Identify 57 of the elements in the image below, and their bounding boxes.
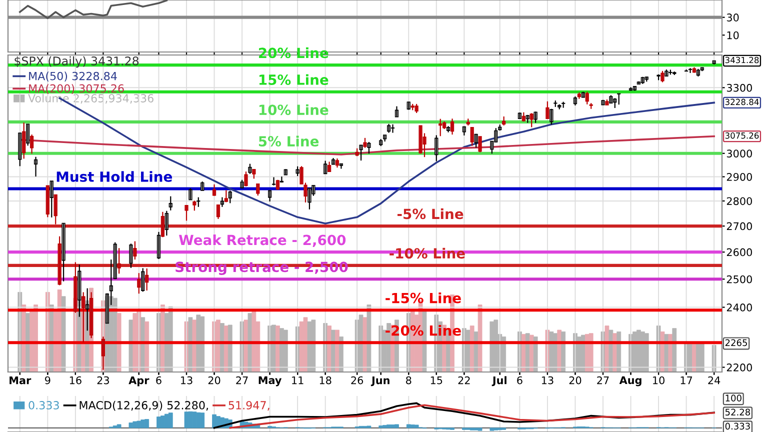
x-tick-label: 6	[156, 376, 162, 384]
x-tick-label: 22	[458, 376, 470, 384]
annotation: -20% Line	[386, 325, 461, 336]
annotation: 15% Line	[259, 74, 328, 85]
annotation: -5% Line	[397, 208, 464, 220]
text: 0.333	[725, 422, 750, 430]
y-tick-label: 2600	[726, 248, 752, 256]
data-label: 3075.26	[725, 132, 759, 139]
text: 2265	[725, 339, 747, 346]
y-tick-label: 30	[726, 14, 739, 22]
text: 3431.28	[725, 56, 759, 64]
annotation: Must Hold Line	[56, 171, 172, 182]
x-tick-label: Jul	[492, 376, 506, 386]
y-tick-label: 2900	[726, 172, 752, 181]
x-tick-label: 26	[351, 376, 364, 384]
x-tick-label: May	[258, 376, 282, 386]
x-tick-label: 9	[45, 376, 50, 384]
x-tick-label: 10	[653, 376, 664, 384]
y-tick-label: 2400	[726, 304, 752, 312]
legend-label: 51.947,	[228, 401, 270, 411]
x-tick-label: 8	[406, 376, 412, 384]
annotation: 10% Line	[259, 104, 328, 116]
x-tick-label: Apr	[128, 376, 150, 386]
text: 52.28	[725, 408, 750, 416]
legend-label: MACD(12,26,9) 52.280,	[80, 400, 208, 411]
y-tick-label: 10	[727, 31, 739, 40]
legend-label: 0.333	[28, 401, 59, 410]
x-tick-label: 24	[708, 376, 720, 384]
x-tick-label: 27	[236, 376, 248, 384]
x-tick-label: 11	[292, 376, 304, 384]
x-tick-label: 17	[680, 376, 692, 384]
x-tick-label: 15	[430, 376, 442, 384]
annotation: -15% Line	[386, 292, 461, 304]
x-tick-label: 13	[542, 376, 554, 384]
annotation: 20% Line	[259, 47, 328, 58]
y-tick-label: 2800	[726, 197, 752, 206]
data-label: 3228.84	[725, 98, 759, 106]
y-tick-label: 2500	[726, 275, 752, 284]
x-tick-label: 20	[208, 376, 220, 384]
x-tick-label: Mar	[10, 376, 32, 384]
y-tick-label: 2200	[726, 364, 752, 372]
x-tick-label: Jun	[370, 376, 390, 386]
text: 100	[726, 394, 742, 402]
x-tick-label: 27	[597, 376, 609, 384]
x-tick-label: 6	[517, 376, 522, 384]
y-tick-label: 3300	[726, 84, 752, 92]
annotation: 5% Line	[258, 136, 319, 147]
annotation: Weak Retrace - 2,600	[178, 234, 346, 247]
x-tick-label: 13	[181, 376, 192, 384]
x-tick-label: Aug	[619, 376, 642, 386]
y-tick-label: 3000	[726, 150, 752, 158]
x-tick-label: 20	[569, 376, 582, 384]
y-tick-label: 2700	[726, 222, 752, 230]
legend-label: MA(50) 3228.84	[29, 72, 117, 82]
x-tick-label: 23	[97, 376, 109, 384]
x-tick-label: 18	[320, 376, 332, 384]
x-tick-label: 16	[70, 376, 82, 384]
